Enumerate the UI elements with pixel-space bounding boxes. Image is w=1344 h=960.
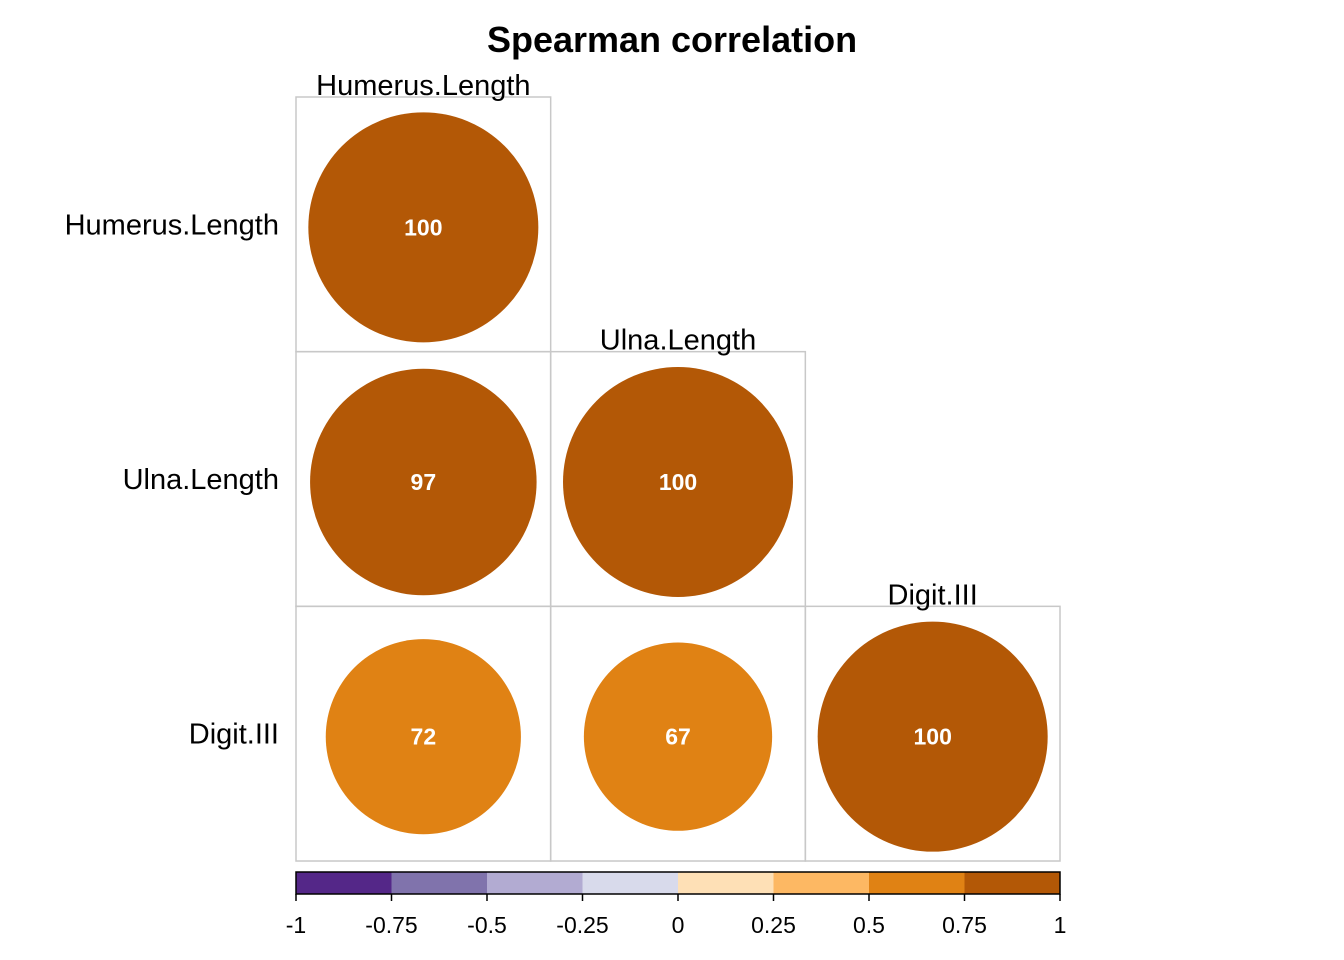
colorbar-tick-label: -1	[286, 912, 306, 938]
colorbar-segment	[296, 872, 392, 894]
correlation-value-label: 97	[411, 469, 437, 495]
colorbar-segment	[869, 872, 965, 894]
correlation-cells: 100 97 100 72 67 100	[295, 96, 1061, 862]
colorbar-segment	[582, 872, 679, 894]
column-label: Digit.III	[888, 579, 978, 611]
colorbar: -1 -0.75 -0.5 -0.25 0 0.25 0.5 0.75 1	[286, 871, 1067, 938]
row-label: Humerus.Length	[65, 209, 279, 241]
colorbar-tick-label: -0.5	[467, 912, 507, 938]
correlation-circle-0-0	[308, 112, 539, 343]
colorbar-segment	[487, 872, 583, 894]
correlation-circle-2-0	[325, 639, 521, 835]
colorbar-tick-label: 0.75	[942, 912, 987, 938]
correlation-circle-1-0	[310, 368, 537, 596]
colorbar-tick-label: 0	[672, 912, 685, 938]
correlation-circle-2-2	[817, 621, 1048, 852]
colorbar-tick-label: -0.75	[365, 912, 417, 938]
chart-title: Spearman correlation	[487, 19, 857, 60]
variable-labels: Humerus.Length Ulna.Length Digit.III Humeru…	[65, 70, 978, 751]
correlation-circle-1-1	[563, 367, 794, 598]
grid-cell-2-2	[804, 605, 1061, 862]
column-label: Humerus.Length	[316, 70, 530, 102]
correlation-value-label: 100	[404, 214, 442, 240]
colorbar-segment	[773, 872, 870, 894]
column-label: Ulna.Length	[600, 325, 756, 357]
correlation-circle-2-1	[583, 642, 773, 831]
correlation-value-label: 67	[665, 724, 691, 750]
colorbar-segment	[678, 872, 774, 894]
colorbar-tick-label: 0.25	[751, 912, 796, 938]
colorbar-segment	[964, 872, 1061, 894]
correlation-value-label: 72	[411, 724, 437, 750]
colorbar-tick-label: -0.25	[556, 912, 608, 938]
colorbar-segment	[391, 872, 488, 894]
correlation-value-label: 100	[659, 469, 697, 495]
colorbar-tick-label: 0.5	[853, 912, 885, 938]
colorbar-tick-label: 1	[1054, 912, 1067, 938]
correlation-value-label: 100	[913, 724, 951, 750]
row-label: Digit.III	[189, 719, 279, 751]
row-label: Ulna.Length	[123, 464, 279, 496]
